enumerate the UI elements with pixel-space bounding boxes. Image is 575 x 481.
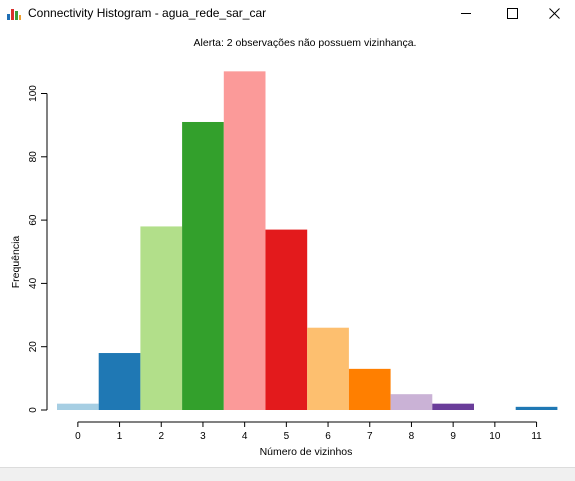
x-tick-label: 3 [200, 431, 206, 442]
bar-3 [182, 121, 224, 411]
bar-9 [432, 403, 474, 410]
close-icon [548, 8, 560, 19]
x-tick-label: 4 [242, 431, 248, 442]
histogram-app-icon [7, 9, 21, 20]
x-tick-label: 2 [158, 431, 164, 442]
bar-11 [515, 406, 558, 410]
x-tick-label: 7 [367, 431, 373, 442]
x-tick-label: 10 [489, 431, 501, 442]
x-tick-label: 5 [284, 431, 290, 442]
bar-6 [307, 327, 349, 410]
y-axis-label: Frequência [10, 236, 22, 289]
bar-8 [390, 394, 433, 410]
x-tick-label: 8 [409, 431, 415, 442]
x-axis: 0 1 2 3 4 5 6 7 8 9 10 11 [75, 421, 542, 442]
y-tick-label: 60 [28, 214, 39, 226]
x-tick-label: 6 [325, 431, 331, 442]
maximize-icon [506, 8, 518, 19]
x-tick-label: 11 [531, 431, 542, 442]
bars-group [57, 71, 558, 411]
y-tick-label: 20 [28, 341, 39, 353]
status-bar [0, 467, 575, 481]
x-axis-label: Número de vizinhos [260, 446, 353, 458]
bar-1 [98, 353, 141, 410]
x-tick-label: 9 [450, 431, 456, 442]
title-bar[interactable]: Connectivity Histogram - agua_rede_sar_c… [0, 0, 575, 27]
chart-area: Alerta: 2 observações não possuem vizinh… [0, 27, 575, 467]
y-axis: 0 20 40 60 80 100 [28, 85, 48, 413]
bar-5 [265, 229, 308, 410]
bar-2 [140, 226, 183, 410]
y-tick-label: 40 [28, 277, 39, 289]
minimize-icon [460, 13, 471, 14]
window-title: Connectivity Histogram - agua_rede_sar_c… [28, 6, 267, 20]
connectivity-histogram-chart: Alerta: 2 observações não possuem vizinh… [10, 37, 558, 458]
bar-7 [348, 368, 391, 410]
chart-title: Alerta: 2 observações não possuem vizinh… [194, 37, 417, 49]
x-tick-label: 1 [117, 431, 123, 442]
bar-0 [57, 403, 99, 410]
y-tick-label: 100 [28, 85, 39, 102]
close-button[interactable] [531, 0, 575, 27]
minimize-button[interactable] [443, 0, 489, 27]
x-tick-label: 0 [75, 431, 81, 442]
bar-4 [223, 71, 266, 410]
maximize-button[interactable] [489, 0, 535, 27]
y-tick-label: 80 [28, 151, 39, 163]
y-tick-label: 0 [28, 407, 39, 413]
